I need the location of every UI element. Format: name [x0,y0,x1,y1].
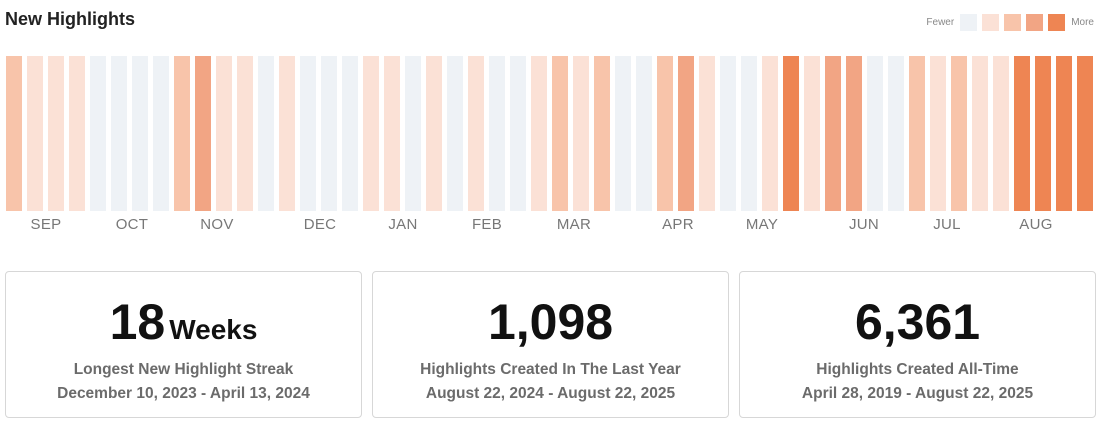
month-label: AUG [1019,216,1053,233]
weekly-highlights-chart [6,56,1096,211]
week-bar[interactable] [657,56,673,211]
streak-label: Longest New Highlight Streak [73,361,294,378]
week-bar[interactable] [426,56,442,211]
week-bar[interactable] [237,56,253,211]
streak-number: 18 [109,294,166,350]
week-bar[interactable] [468,56,484,211]
week-bar[interactable] [951,56,967,211]
week-bar[interactable] [321,56,337,211]
week-bar[interactable] [90,56,106,211]
legend-swatch-1 [982,13,1000,31]
month-axis: SEP OCT NOV DEC JAN FEB MAR APR MAY JUN JUL AUG [0,216,1101,236]
all-time-value: 6,361 [854,294,981,350]
week-bar[interactable] [69,56,85,211]
legend-more-label: More [1071,16,1094,28]
week-bar[interactable] [1077,56,1093,211]
legend-swatch-0 [960,13,978,31]
streak-card: 18 Weeks Longest New Highlight Streak Dec… [5,271,362,418]
week-bar[interactable] [846,56,862,211]
week-bar[interactable] [552,56,568,211]
week-bar[interactable] [972,56,988,211]
month-label: APR [662,216,694,233]
week-bar[interactable] [888,56,904,211]
week-bar[interactable] [510,56,526,211]
all-time-card: 6,361 Highlights Created All-Time April … [739,271,1096,418]
week-bar[interactable] [762,56,778,211]
week-bar[interactable] [48,56,64,211]
all-time-range: April 28, 2019 - August 22, 2025 [801,385,1034,402]
week-bar[interactable] [342,56,358,211]
page-title: New Highlights [5,9,135,29]
week-bar[interactable] [825,56,841,211]
month-label: NOV [200,216,234,233]
week-bar[interactable] [363,56,379,211]
week-bar[interactable] [447,56,463,211]
month-label: DEC [303,216,337,233]
week-bar[interactable] [930,56,946,211]
week-bar[interactable] [111,56,127,211]
week-bar[interactable] [993,56,1009,211]
week-bar[interactable] [300,56,316,211]
week-bar[interactable] [489,56,505,211]
week-bar[interactable] [909,56,925,211]
last-year-card: 1,098 Highlights Created In The Last Yea… [372,271,729,418]
month-label: MAR [556,216,592,233]
week-bar[interactable] [804,56,820,211]
week-bar[interactable] [636,56,652,211]
week-bar[interactable] [594,56,610,211]
week-bar[interactable] [6,56,22,211]
week-bar[interactable] [1014,56,1030,211]
week-bar[interactable] [153,56,169,211]
week-bar[interactable] [531,56,547,211]
last-year-value: 1,098 [487,294,614,350]
legend-swatch-4 [1048,13,1066,31]
week-bar[interactable] [405,56,421,211]
week-bar[interactable] [867,56,883,211]
streak-range: December 10, 2023 - April 13, 2024 [57,385,310,402]
streak-value: 18 Weeks [6,292,361,360]
last-year-label: Highlights Created In The Last Year [420,361,681,378]
week-bar[interactable] [741,56,757,211]
week-bar[interactable] [615,56,631,211]
month-label: FEB [471,216,503,233]
week-bar[interactable] [132,56,148,211]
week-bar[interactable] [216,56,232,211]
heatmap-legend: Fewer More [926,13,1094,31]
week-bar[interactable] [27,56,43,211]
month-label: MAY [745,216,779,233]
all-time-label: Highlights Created All-Time [816,361,1019,378]
month-label: OCT [115,216,149,233]
last-year-range: August 22, 2024 - August 22, 2025 [425,385,676,402]
week-bar[interactable] [384,56,400,211]
week-bar[interactable] [699,56,715,211]
week-bar[interactable] [279,56,295,211]
legend-swatch-2 [1004,13,1022,31]
week-bar[interactable] [1035,56,1051,211]
streak-unit: Weeks [169,314,258,345]
month-label: JUN [848,216,880,233]
week-bar[interactable] [258,56,274,211]
legend-swatch-3 [1026,13,1044,31]
week-bar[interactable] [174,56,190,211]
week-bar[interactable] [783,56,799,211]
legend-fewer-label: Fewer [926,16,955,28]
week-bar[interactable] [1056,56,1072,211]
month-label: JUL [933,216,961,233]
week-bar[interactable] [720,56,736,211]
week-bar[interactable] [678,56,694,211]
week-bar[interactable] [195,56,211,211]
month-label: SEP [30,216,62,233]
month-label: JAN [388,216,418,233]
week-bar[interactable] [573,56,589,211]
